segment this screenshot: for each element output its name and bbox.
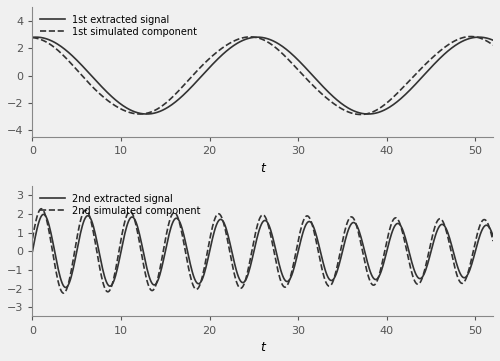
1st extracted signal — [144, 112, 150, 116]
2nd simulated component — [30, 236, 36, 241]
1st simulated component — [408, 77, 414, 81]
X-axis label: t: t — [260, 341, 265, 354]
2nd extracted signal — [490, 234, 496, 238]
1st extracted signal — [409, 86, 415, 90]
X-axis label: t: t — [260, 162, 265, 175]
2nd simulated component — [409, 271, 415, 275]
Legend: 2nd extracted signal, 2nd simulated component: 2nd extracted signal, 2nd simulated comp… — [38, 191, 204, 219]
2nd extracted signal — [40, 212, 46, 217]
1st extracted signal — [280, 45, 286, 49]
2nd simulated component — [61, 291, 67, 295]
2nd simulated component — [306, 214, 312, 219]
2nd simulated component — [481, 217, 487, 222]
Line: 1st extracted signal: 1st extracted signal — [32, 37, 493, 114]
1st simulated component — [248, 35, 254, 39]
1st simulated component — [30, 35, 36, 40]
Line: 2nd extracted signal: 2nd extracted signal — [32, 214, 493, 287]
1st extracted signal — [33, 35, 39, 39]
2nd simulated component — [38, 206, 44, 211]
1st simulated component — [251, 35, 257, 39]
Legend: 1st extracted signal, 1st simulated component: 1st extracted signal, 1st simulated comp… — [38, 12, 200, 40]
2nd extracted signal — [253, 241, 259, 245]
Line: 1st simulated component: 1st simulated component — [32, 36, 493, 114]
2nd simulated component — [253, 229, 259, 234]
2nd extracted signal — [30, 249, 36, 253]
1st simulated component — [358, 112, 364, 117]
1st simulated component — [468, 34, 474, 39]
2nd extracted signal — [306, 219, 312, 224]
1st extracted signal — [481, 35, 487, 40]
1st extracted signal — [253, 35, 259, 39]
2nd extracted signal — [409, 260, 415, 265]
2nd extracted signal — [280, 275, 286, 280]
1st simulated component — [278, 51, 284, 55]
1st simulated component — [481, 38, 487, 42]
2nd extracted signal — [62, 285, 68, 290]
1st extracted signal — [490, 38, 496, 42]
1st simulated component — [304, 77, 310, 81]
1st simulated component — [490, 43, 496, 47]
2nd simulated component — [280, 284, 286, 288]
2nd extracted signal — [481, 225, 487, 229]
1st extracted signal — [306, 69, 312, 73]
1st extracted signal — [250, 35, 256, 40]
2nd extracted signal — [250, 253, 256, 257]
2nd simulated component — [490, 239, 496, 243]
1st extracted signal — [30, 35, 36, 39]
Line: 2nd simulated component: 2nd simulated component — [32, 209, 493, 293]
2nd simulated component — [250, 243, 256, 247]
